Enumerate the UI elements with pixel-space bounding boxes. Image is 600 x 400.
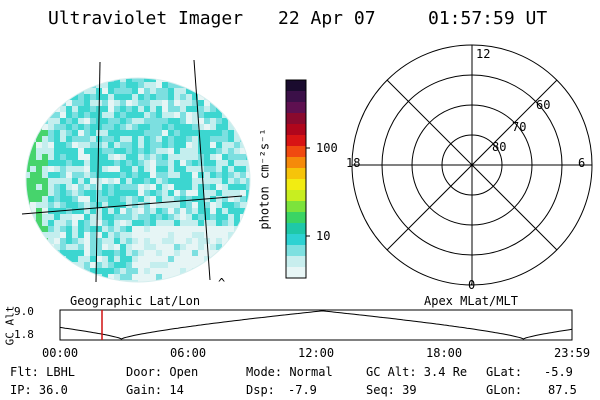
colorbar-band xyxy=(286,113,306,125)
colorbar-band xyxy=(286,168,306,180)
colorbar-band xyxy=(286,91,306,103)
timeline-ytick-1-8: 1.8 xyxy=(14,328,34,341)
status-glat-value: -5.9 xyxy=(544,365,573,379)
timeline-xtick-1800: 18:00 xyxy=(426,346,463,360)
status-mode: Mode: Normal xyxy=(246,365,333,379)
colorbar-band xyxy=(286,245,306,257)
aurora-disk-image xyxy=(21,59,251,283)
geo-meridian-line xyxy=(95,61,101,283)
status-filter: Flt: LBHL xyxy=(10,365,76,379)
colorbar-band xyxy=(286,102,306,114)
geo-parallel-line xyxy=(21,195,243,215)
status-gain: Gain: 14 xyxy=(126,383,184,397)
colorbar-band xyxy=(286,124,306,136)
colorbar-band xyxy=(286,212,306,224)
colorbar-band xyxy=(286,234,306,246)
status-glon-value: 87.5 xyxy=(548,383,577,397)
colorbar-unit-label: photon cm⁻²s⁻¹ xyxy=(257,128,272,230)
colorbar-band xyxy=(286,157,306,169)
colorbar-tick-label-10: 10 xyxy=(316,229,331,243)
colorbar-band xyxy=(286,256,306,268)
status-glat-label: GLat: xyxy=(486,365,523,379)
instrument-title: Ultraviolet Imager xyxy=(48,8,244,29)
altitude-timeline xyxy=(59,309,573,341)
color-scale-frame xyxy=(285,79,307,279)
colorbar-band xyxy=(286,223,306,235)
mlt-label-6: 6 xyxy=(578,156,586,170)
colorbar-band xyxy=(286,146,306,158)
status-dsp-value: -7.9 xyxy=(288,383,317,397)
timeline-xtick-0600: 06:00 xyxy=(170,346,207,360)
status-ip: IP: 36.0 xyxy=(10,383,68,397)
status-gc-alt: GC Alt: 3.4 Re xyxy=(366,365,468,379)
colorbar-band xyxy=(286,190,306,202)
time-label: 01:57:59 UT xyxy=(428,8,548,29)
timeline-xtick-1200: 12:00 xyxy=(298,346,335,360)
colorbar-band xyxy=(286,135,306,147)
status-glon-label: GLon: xyxy=(486,383,523,397)
status-door: Door: Open xyxy=(126,365,199,379)
timeline-left-caption: Geographic Lat/Lon xyxy=(70,294,201,308)
colorbar-tick-label-100: 100 xyxy=(316,141,338,155)
timeline-xtick-0000: 00:00 xyxy=(42,346,79,360)
date-label: 22 Apr 07 xyxy=(278,8,376,29)
timeline-right-caption: Apex MLat/MLT xyxy=(424,294,518,308)
geo-meridian-line xyxy=(193,59,211,281)
colorbar-band xyxy=(286,80,306,92)
colorbar-band xyxy=(286,267,306,279)
caret-mark: ^ xyxy=(218,276,226,290)
mlt-label-0: 0 xyxy=(468,278,476,292)
color-scale-bar xyxy=(286,80,306,279)
timeline-ytick-9: 9.0 xyxy=(14,305,34,318)
mlt-label-12: 12 xyxy=(476,47,491,61)
mlat-label-60: 60 xyxy=(536,98,551,112)
status-dsp-label: Dsp: xyxy=(246,383,275,397)
mlat-label-70: 70 xyxy=(512,120,527,134)
timeline-xtick-2359: 23:59 xyxy=(554,346,591,360)
timeline-axis-label: GC Alt xyxy=(3,305,17,346)
colorbar-band xyxy=(286,179,306,191)
status-seq: Seq: 39 xyxy=(366,383,417,397)
colorbar-band xyxy=(286,201,306,213)
mlt-label-18: 18 xyxy=(346,156,361,170)
mlat-label-80: 80 xyxy=(492,140,507,154)
polar-grid xyxy=(351,44,593,286)
